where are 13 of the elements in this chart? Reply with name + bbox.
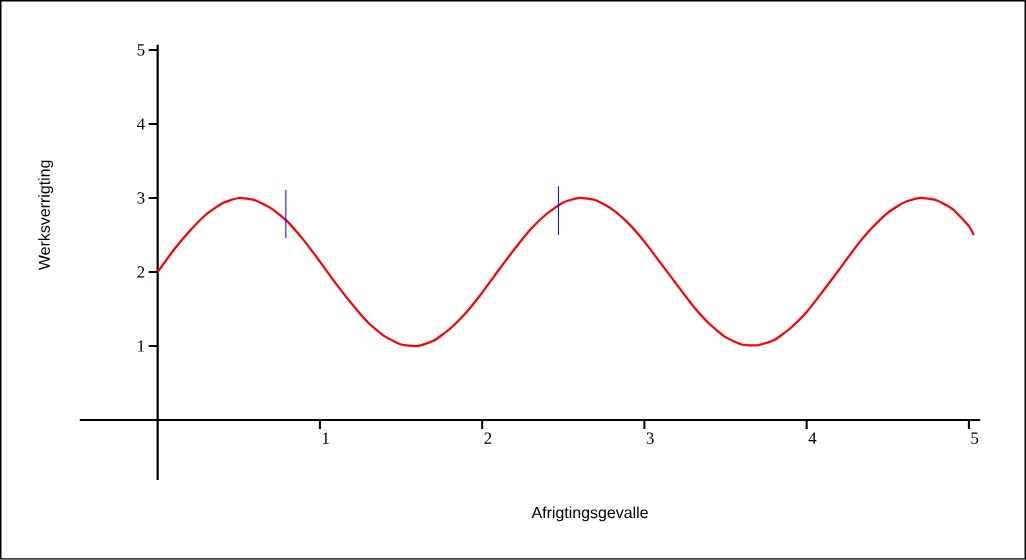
y-tick-label: 2	[137, 266, 145, 278]
y-axis-title: Werksverrigting	[38, 160, 54, 271]
x-tick-label: 5	[971, 432, 979, 444]
x-tick-label: 3	[646, 432, 654, 445]
y-tick-label: 1	[138, 340, 145, 352]
y-tick-label: 4	[137, 118, 145, 130]
line-series	[156, 196, 975, 348]
y-tick-label: 3	[137, 192, 145, 204]
x-tick-label: 2	[484, 432, 492, 444]
y-tick-label: 5	[137, 44, 145, 56]
x-tick-label: 1	[322, 432, 329, 444]
x-axis-title: Afrigtingsgevalle	[531, 506, 648, 522]
x-tick-label: 4	[808, 432, 817, 444]
